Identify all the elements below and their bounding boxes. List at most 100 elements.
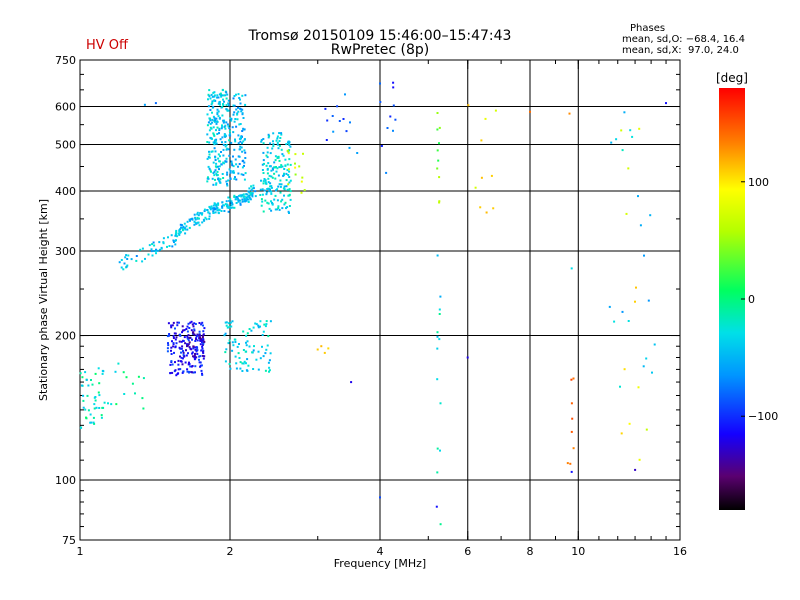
hv-status-label: HV Off	[86, 38, 128, 53]
echo-point	[189, 219, 191, 222]
echo-point	[190, 218, 193, 220]
echo-point	[438, 126, 441, 129]
echo-point	[179, 334, 182, 337]
echo-point	[233, 148, 236, 151]
echo-point	[199, 212, 202, 215]
echo-point	[93, 403, 96, 406]
echo-point	[198, 337, 201, 340]
echo-point	[262, 330, 265, 333]
echo-point	[268, 366, 271, 369]
echo-point	[294, 153, 297, 156]
echo-point	[216, 170, 219, 173]
echo-point	[232, 104, 235, 107]
echo-point	[230, 160, 233, 163]
echo-point	[213, 143, 216, 146]
echo-point	[186, 335, 189, 338]
echo-point	[277, 185, 280, 188]
echo-point	[249, 191, 252, 194]
echo-point	[174, 361, 176, 364]
echo-point	[222, 148, 225, 151]
echo-point	[266, 156, 269, 159]
echo-point	[107, 402, 109, 405]
echo-point	[230, 200, 233, 203]
echo-point	[183, 329, 186, 332]
echo-point	[252, 184, 255, 187]
echo-point	[100, 414, 103, 417]
echo-point	[196, 216, 199, 219]
echo-point	[649, 214, 652, 217]
echo-point	[257, 350, 260, 353]
echo-point	[260, 179, 262, 182]
echo-point	[261, 193, 264, 196]
echo-point	[177, 368, 180, 371]
echo-point	[279, 137, 282, 139]
echo-point	[183, 336, 186, 339]
echo-point	[211, 121, 214, 124]
echo-point	[638, 127, 641, 130]
echo-point	[275, 170, 278, 173]
echo-point	[208, 129, 211, 132]
echo-point	[200, 364, 203, 367]
echo-point	[229, 367, 232, 370]
echo-point	[233, 104, 236, 107]
echo-point	[218, 127, 221, 130]
echo-point	[166, 347, 169, 350]
echo-point	[159, 248, 161, 251]
echo-point	[181, 331, 183, 334]
echo-point	[188, 327, 191, 329]
echo-point	[239, 145, 242, 148]
echo-point	[245, 196, 248, 199]
echo-point	[226, 93, 229, 96]
echo-point	[213, 134, 216, 137]
echo-point	[238, 138, 241, 140]
echo-point	[214, 159, 217, 161]
echo-point	[287, 142, 290, 145]
echo-point	[93, 396, 96, 399]
echo-point	[85, 378, 88, 381]
echo-point	[267, 133, 270, 136]
echo-point	[193, 333, 196, 336]
echo-point	[98, 382, 101, 385]
echo-point	[266, 172, 269, 175]
echo-point	[436, 471, 439, 474]
echo-point	[277, 205, 280, 208]
echo-point	[338, 120, 341, 122]
echo-point	[264, 181, 267, 184]
echo-point	[235, 198, 238, 201]
echo-point	[182, 329, 185, 332]
echo-point	[288, 212, 290, 214]
echo-point	[172, 335, 175, 338]
echo-point	[189, 365, 192, 368]
echo-point	[232, 170, 235, 173]
echo-point	[241, 113, 244, 116]
echo-point	[206, 209, 209, 211]
echo-point	[645, 428, 648, 431]
echo-point	[162, 242, 165, 245]
echo-point	[271, 147, 274, 150]
echo-point	[212, 172, 215, 174]
echo-point	[214, 156, 217, 159]
echo-point	[212, 204, 215, 207]
echo-point	[199, 365, 202, 368]
echo-point	[255, 323, 258, 326]
echo-point	[270, 175, 273, 178]
echo-point	[282, 174, 285, 177]
echo-point	[274, 159, 277, 162]
echo-point	[219, 181, 222, 184]
echo-point	[270, 200, 272, 203]
echo-point	[154, 102, 157, 105]
echo-point	[623, 111, 626, 114]
echo-point	[210, 93, 213, 96]
echo-point	[212, 183, 215, 186]
echo-point	[572, 447, 575, 450]
echo-point	[196, 213, 199, 216]
echo-point	[227, 196, 230, 199]
echo-point	[170, 326, 173, 329]
echo-point	[186, 325, 189, 328]
echo-point	[615, 138, 618, 141]
echo-point	[170, 349, 172, 352]
echo-point	[638, 458, 641, 461]
echo-point	[217, 157, 220, 160]
echo-point	[117, 362, 120, 365]
echo-point	[245, 197, 248, 200]
